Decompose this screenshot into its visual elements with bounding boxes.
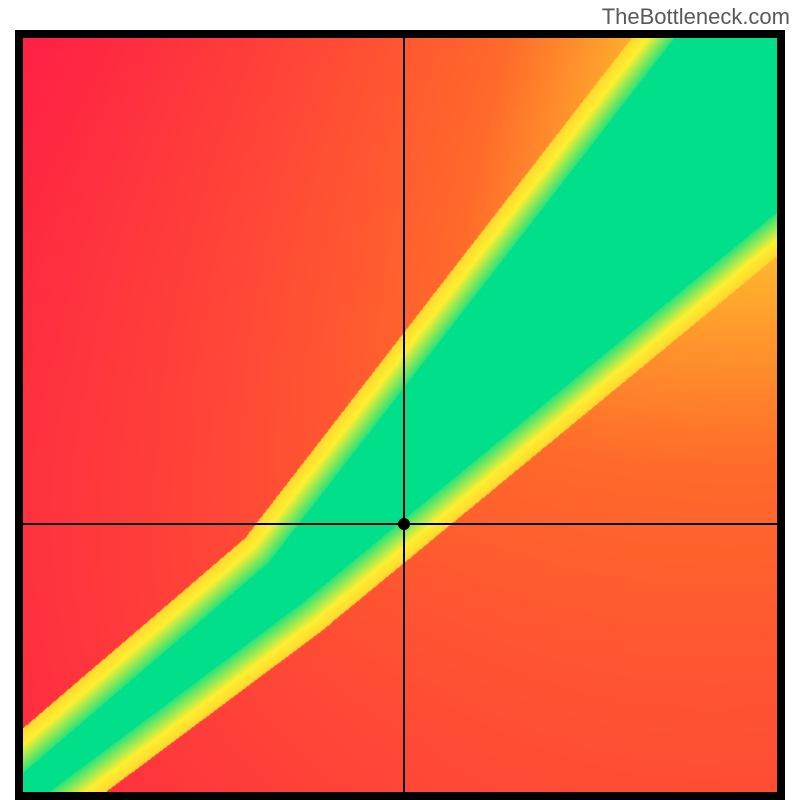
crosshair-vertical	[403, 38, 405, 792]
heatmap-canvas	[23, 38, 777, 792]
chart-container: TheBottleneck.com	[0, 0, 800, 800]
watermark-text: TheBottleneck.com	[602, 4, 790, 30]
plot-border	[15, 30, 785, 800]
